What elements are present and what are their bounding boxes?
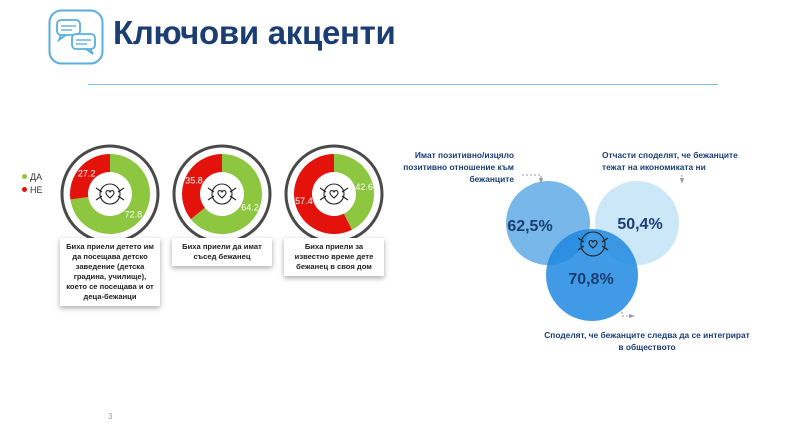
donut-segment-yes-home: [334, 154, 374, 230]
handshake-heart-icon: [319, 183, 349, 205]
connector-integrate: [621, 308, 634, 317]
legend-item-no: НЕ: [22, 183, 43, 196]
donut-caption-kindergarten: Биха приели детето им да посещава детско…: [60, 238, 160, 307]
donut-segment-yes-neighbor: [190, 154, 262, 234]
legend-swatch-no: [22, 187, 27, 192]
venn-label-economy: Отчасти споделят, че бежанците тежат на …: [602, 150, 738, 172]
donut-caption-neighbor: Биха приели да имат съсед бежанец: [172, 238, 272, 267]
venn-value-positive: 62,5%: [507, 218, 552, 235]
legend-swatch-yes: [22, 174, 27, 179]
donut-card-neighbor: 64.2 35.8 Биха приели да имат съсед бежан…: [172, 144, 272, 267]
handshake-heart-icon: [95, 183, 125, 205]
venn-value-economy: 50,4%: [617, 216, 662, 233]
donut-segment-no-home: [294, 154, 352, 234]
title-divider: [88, 84, 718, 85]
donut-value-label-yes-neighbor: 64.2: [241, 202, 259, 212]
venn-circle-integrate: [546, 229, 638, 321]
donut-value-label-no-kindergarten: 27.2: [78, 169, 96, 179]
donut-chart-home: 42.6 57.4: [284, 144, 384, 244]
handshake-heart-icon: [577, 231, 609, 257]
donut-value-label-yes-home: 42.6: [355, 182, 373, 192]
venn-label-positive: Имат позитивно/изцяло позитивно отношени…: [403, 150, 514, 184]
donut-caption-home: Биха приели за известно време дете бежан…: [284, 238, 384, 277]
donut-card-home: 42.6 57.4 Биха приели за известно време д…: [284, 144, 384, 277]
donut-chart-kindergarten: 72.8 27.2: [60, 144, 160, 244]
connector-arrow-integrate: [629, 314, 635, 318]
legend-item-yes: ДА: [22, 170, 43, 183]
chart-legend: ДА НЕ: [22, 170, 43, 196]
venn-label-integrate: Споделят, че бежанците следва да се инте…: [544, 330, 750, 352]
donut-segment-no-kindergarten: [70, 154, 110, 200]
chat-bubbles-logo-icon: [48, 9, 104, 65]
donut-value-label-no-neighbor: 35.8: [185, 176, 203, 186]
venn-value-integrate: 70,8%: [568, 271, 613, 288]
venn-diagram: 62,5% 50,4% 70,8%: [506, 174, 684, 321]
connector-arrow-positive: [539, 178, 543, 184]
donut-value-label-yes-kindergarten: 72.8: [125, 209, 143, 219]
legend-label-no: НЕ: [30, 184, 43, 195]
connector-arrow-economy: [680, 178, 684, 184]
donut-segment-no-neighbor: [182, 154, 222, 220]
donut-card-kindergarten: 72.8 27.2 Биха приели детето им да посеща…: [60, 144, 160, 307]
handshake-heart-icon: [207, 183, 237, 205]
legend-label-yes: ДА: [30, 171, 43, 182]
page-title: Ключови акценти: [113, 14, 396, 51]
donut-segment-yes-kindergarten: [70, 154, 150, 234]
donut-value-label-no-home: 57.4: [295, 196, 313, 206]
page-number: 3: [108, 412, 113, 421]
connector-positive: [522, 174, 542, 183]
donut-chart-neighbor: 64.2 35.8: [172, 144, 272, 244]
